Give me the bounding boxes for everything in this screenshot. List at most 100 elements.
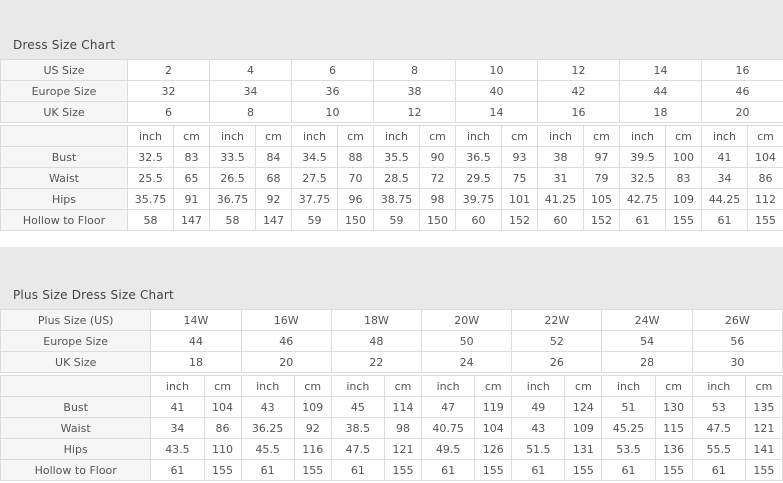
- measure-inch-cell: 47.5: [691, 417, 746, 439]
- size-value-cell: 48: [330, 330, 423, 352]
- standard-size-conversion-table: US Size 2 4 6 8 10 12 14 16 Europe Size 32 34 36 38 40…: [0, 59, 783, 123]
- measure-cm-cell: 152: [501, 209, 538, 231]
- measure-cm-cell: 150: [419, 209, 456, 231]
- measure-cm-cell: 68: [255, 167, 292, 189]
- measure-cm-cell: 155: [383, 459, 423, 481]
- unit-header-cell: cm: [203, 375, 242, 397]
- measure-cm-cell: 131: [564, 438, 603, 460]
- unit-header-cell: inch: [601, 375, 656, 397]
- measure-inch-cell: 32.5: [619, 167, 666, 189]
- unit-header-row: inch cm inch cm inch cm inch cm inch cm inch cm inch…: [0, 375, 783, 397]
- measure-cm-cell: 110: [203, 438, 242, 460]
- unit-header-cell: cm: [383, 375, 423, 397]
- measure-cm-cell: 152: [583, 209, 620, 231]
- measure-inch-cell: 45.25: [601, 417, 656, 439]
- measure-inch-cell: 58: [209, 209, 256, 231]
- measure-cm-cell: 150: [337, 209, 374, 231]
- unit-header-cell: cm: [255, 125, 292, 147]
- measure-row: Hips 35.75 91 36.75 92 37.75 96 38.75 98 39.75 101…: [0, 188, 783, 210]
- size-value-cell: 26: [511, 351, 603, 373]
- measure-cm-cell: 109: [564, 417, 603, 439]
- measure-inch-cell: 36.25: [240, 417, 295, 439]
- measure-cm-cell: 84: [255, 146, 292, 168]
- measure-cm-cell: 119: [474, 396, 513, 418]
- measure-cm-cell: 104: [203, 396, 242, 418]
- size-row: US Size 2 4 6 8 10 12 14 16: [0, 59, 783, 81]
- measure-inch-cell: 61: [601, 459, 656, 481]
- measure-cm-cell: 155: [654, 459, 693, 481]
- measure-inch-cell: 49: [511, 396, 566, 418]
- measure-cm-cell: 147: [173, 209, 210, 231]
- size-row: UK Size 18 20 22 24 26 28 30: [0, 351, 783, 373]
- size-row: UK Size 6 8 10 12 14 16 18 20: [0, 101, 783, 123]
- measure-cm-cell: 155: [665, 209, 702, 231]
- measure-cm-cell: 109: [293, 396, 332, 418]
- measure-row: Waist 25.5 65 26.5 68 27.5 70 28.5 72 29.5 75 31 79 3…: [0, 167, 783, 189]
- unit-header-cell: inch: [619, 125, 666, 147]
- measure-cm-cell: 104: [474, 417, 513, 439]
- table-block-divider: [0, 373, 783, 375]
- size-value-cell: 16W: [240, 309, 332, 331]
- measure-cm-cell: 136: [654, 438, 693, 460]
- row-label-cell: Plus Size (US): [0, 309, 152, 331]
- unit-header-cell: inch: [330, 375, 385, 397]
- measure-inch-cell: 28.5: [373, 167, 420, 189]
- plus-size-chart-title: Plus Size Dress Size Chart: [13, 288, 174, 302]
- size-value-cell: 18: [619, 101, 702, 123]
- size-row: Plus Size (US) 14W 16W 18W 20W 22W 24W 26W: [0, 309, 783, 331]
- size-value-cell: 50: [421, 330, 513, 352]
- measure-inch-cell: 61: [701, 209, 748, 231]
- size-value-cell: 40: [455, 80, 538, 102]
- measure-cm-cell: 114: [383, 396, 423, 418]
- unit-header-cell: cm: [747, 125, 783, 147]
- standard-size-measurements-table: inch cm inch cm inch cm inch cm inch cm inch cm inch…: [0, 125, 783, 231]
- unit-header-cell: inch: [421, 375, 476, 397]
- size-value-cell: 46: [701, 80, 783, 102]
- size-row: Europe Size 32 34 36 38 40 42 44 46: [0, 80, 783, 102]
- size-value-cell: 42: [537, 80, 620, 102]
- unit-header-cell: cm: [583, 125, 620, 147]
- row-label-cell: Hips: [0, 188, 128, 210]
- measure-cm-cell: 141: [744, 438, 783, 460]
- size-value-cell: 20W: [421, 309, 513, 331]
- measure-cm-cell: 155: [564, 459, 603, 481]
- measure-inch-cell: 55.5: [691, 438, 746, 460]
- unit-header-cell: inch: [291, 125, 338, 147]
- measure-inch-cell: 60: [455, 209, 502, 231]
- row-label-cell: [0, 375, 152, 397]
- measure-cm-cell: 97: [583, 146, 620, 168]
- measure-inch-cell: 58: [127, 209, 174, 231]
- size-value-cell: 20: [240, 351, 332, 373]
- measure-cm-cell: 155: [744, 459, 783, 481]
- size-value-cell: 14: [619, 59, 702, 81]
- size-row: Europe Size 44 46 48 50 52 54 56: [0, 330, 783, 352]
- size-value-cell: 6: [291, 59, 374, 81]
- row-label-cell: Europe Size: [0, 80, 128, 102]
- measure-inch-cell: 35.5: [373, 146, 420, 168]
- measure-cm-cell: 155: [293, 459, 332, 481]
- unit-header-cell: cm: [501, 125, 538, 147]
- row-label-cell: Bust: [0, 146, 128, 168]
- unit-header-row: inch cm inch cm inch cm inch cm inch cm inch cm inch…: [0, 125, 783, 147]
- measure-inch-cell: 36.5: [455, 146, 502, 168]
- measure-inch-cell: 25.5: [127, 167, 174, 189]
- measure-cm-cell: 147: [255, 209, 292, 231]
- size-value-cell: 12: [373, 101, 456, 123]
- size-value-cell: 24: [421, 351, 513, 373]
- measure-inch-cell: 36.75: [209, 188, 256, 210]
- measure-inch-cell: 37.75: [291, 188, 338, 210]
- measure-cm-cell: 101: [501, 188, 538, 210]
- size-value-cell: 14W: [150, 309, 242, 331]
- size-value-cell: 4: [209, 59, 292, 81]
- plus-size-conversion-table: Plus Size (US) 14W 16W 18W 20W 22W 24W 26W Europ…: [0, 309, 783, 373]
- measure-inch-cell: 42.75: [619, 188, 666, 210]
- unit-header-cell: inch: [537, 125, 584, 147]
- size-value-cell: 30: [691, 351, 783, 373]
- measure-cm-cell: 100: [665, 146, 702, 168]
- measure-cm-cell: 126: [474, 438, 513, 460]
- measure-cm-cell: 130: [654, 396, 693, 418]
- measure-inch-cell: 41.25: [537, 188, 584, 210]
- measure-inch-cell: 51.5: [511, 438, 566, 460]
- measure-cm-cell: 96: [337, 188, 374, 210]
- measure-inch-cell: 60: [537, 209, 584, 231]
